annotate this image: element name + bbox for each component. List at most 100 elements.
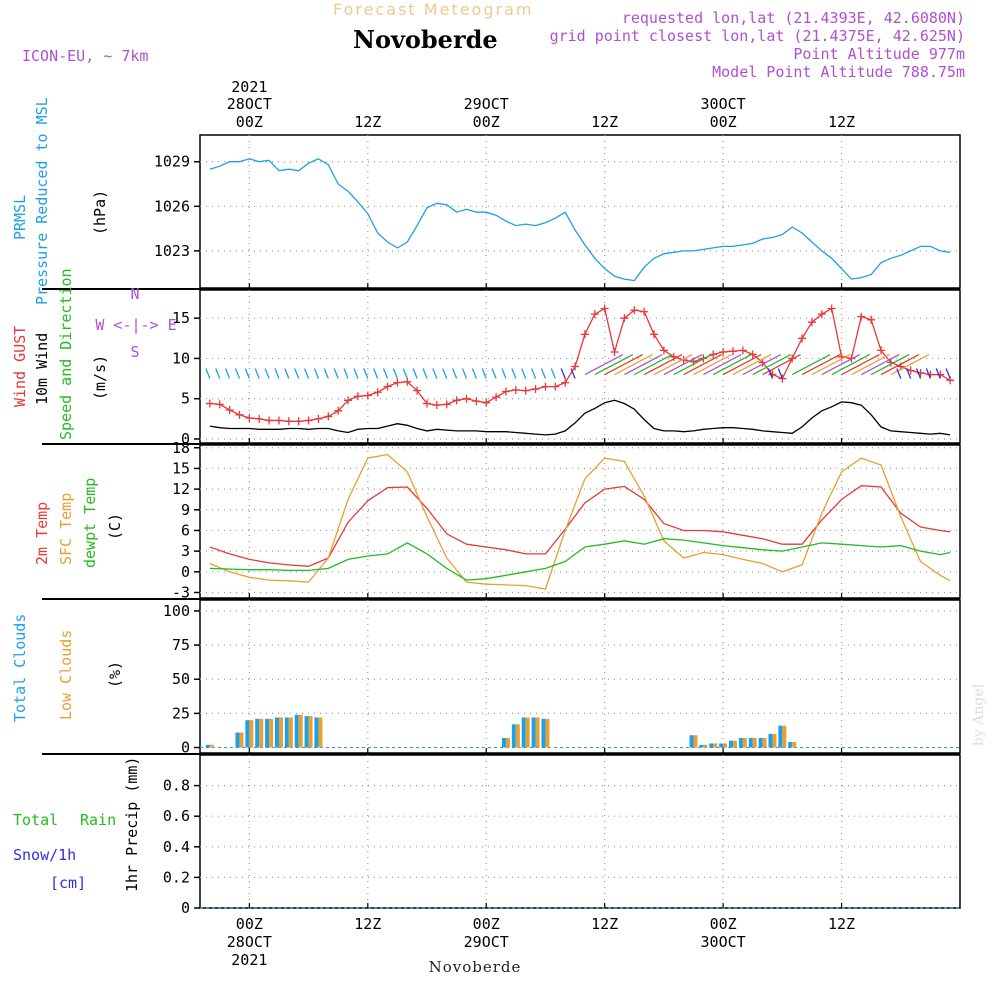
y-tick-label: 1026 [154,197,190,215]
bottom-date-label: 29OCT [464,933,509,951]
wind-direction-arrow [511,368,517,379]
top-date-label: 29OCT [464,95,509,113]
wind-direction-arrow [461,368,468,379]
wind-direction-arrow [402,368,408,379]
total-clouds-bar [758,737,763,748]
wind-direction-arrow [870,353,910,376]
gust-point-marker [748,350,757,359]
wind-direction-arrow [540,368,547,379]
wind-direction-arrow [604,353,643,376]
gust-point-marker [215,400,224,409]
gust-point-marker [373,388,382,397]
model-label: ICON-EU, ~ 7km [22,47,148,65]
gust-point-marker [600,304,609,313]
gust-point-marker [383,382,392,391]
wind-direction-arrow [412,368,418,379]
gust-point-marker [817,310,826,319]
requested-lonlat: requested lon,lat (21.4393E, 42.6080N) [622,9,965,27]
y-tick-label: 100 [163,602,190,620]
wind-direction-arrow [481,368,487,379]
top-date-label: 28OCT [227,95,272,113]
total-clouds-bar [205,744,210,748]
low-clouds-bar [505,737,510,748]
y-tick-label: 10 [172,349,190,367]
low-clouds-bar [298,714,303,748]
wind-direction-arrow [422,368,428,379]
gust-point-marker [245,414,254,423]
footer-location: Novoberde [429,958,522,976]
wind-direction-arrow [673,353,713,376]
gust-point-marker [363,391,372,400]
gust-point-marker [284,417,293,426]
wind-direction-arrow [633,353,673,376]
total-clouds-bar [274,717,279,748]
total-clouds-bar [265,718,270,748]
gust-point-marker [541,382,550,391]
bottom-date-label: 28OCT [227,933,272,951]
wind-direction-arrow [663,353,703,376]
gust-point-marker [640,307,649,316]
total-clouds-bar [294,714,299,748]
wind-direction-arrow [363,368,369,379]
wind-direction-arrow [244,368,250,379]
gust-point-marker [778,374,787,383]
pressure-panel [199,134,961,289]
total-clouds-bar [788,742,793,748]
low-clouds-bar [545,718,550,748]
low-clouds-bar [269,718,274,748]
bottom-hour-label: 00Z [710,915,737,933]
label-dewpt-temp: dewpt Temp [81,478,99,568]
low-clouds-bar [742,737,747,748]
wind-direction-arrow [530,368,537,379]
top-date-year: 2021 [231,78,267,96]
label-total-clouds: Total Clouds [11,614,29,722]
wind-direction-arrow [712,353,752,376]
wind-direction-arrow [215,368,221,379]
wind-direction-arrow [821,353,861,376]
10m-wind-line [209,399,951,436]
total-clouds-bar [501,737,506,748]
low-clouds-bar [762,737,767,748]
low-clouds-bar [288,717,293,748]
low-clouds-bar [249,720,254,748]
y-tick-label: 25 [172,704,190,722]
gust-point-marker [738,346,747,355]
total-clouds-bar [531,717,536,748]
y-tick-label: 50 [172,670,190,688]
low-clouds-bar [752,737,757,748]
wind-direction-arrow [225,368,231,379]
gust-point-marker [709,350,718,359]
y-tick-label: 0 [181,563,190,581]
precip-panel [199,754,961,909]
gust-point-marker [590,310,599,319]
label-total: Total [13,811,58,829]
gust-point-marker [462,394,471,403]
total-clouds-bar [511,724,516,748]
low-clouds-bar [792,742,797,748]
sfc-temp-line [209,453,951,590]
gust-point-marker [423,399,432,408]
wind-direction-arrow [767,368,774,379]
y-tick-label: 3 [181,542,190,560]
label-prmsl: PRMSL [11,195,29,240]
wind-direction-arrow [501,368,507,379]
y-tick-label: -3 [172,583,190,601]
gust-point-marker [551,382,560,391]
gust-point-marker [413,386,422,395]
low-clouds-bar [693,735,698,748]
wind-direction-arrow [432,368,438,379]
low-clouds-bar [239,732,244,748]
gust-point-marker [867,315,876,324]
y-tick-label: 12 [172,480,190,498]
gust-point-marker [225,405,234,414]
bottom-date-year: 2021 [231,951,267,969]
2m-temp-line [209,485,951,567]
y-tick-label: 0.4 [163,838,190,856]
y-tick-label: 0 [181,430,190,448]
wind-direction-arrow [442,368,448,379]
y-tick-label: 0.8 [163,777,190,795]
wind-direction-arrow [777,368,783,379]
wind-direction-arrow [353,368,359,379]
gust-point-marker [571,362,580,371]
gust-point-marker [620,314,629,323]
